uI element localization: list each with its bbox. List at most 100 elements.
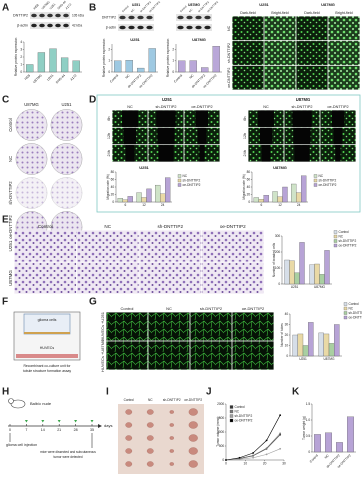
band [186, 25, 193, 30]
column-label: U251 [61, 102, 72, 107]
group-label: oe-DNTTIP2 [184, 398, 202, 402]
wound-gap [331, 110, 345, 127]
wound-gap [333, 127, 343, 145]
legend-label: Control [349, 302, 360, 306]
bar [308, 322, 314, 357]
image-cell [328, 41, 360, 65]
image-cell [76, 230, 139, 262]
tumor [188, 421, 198, 429]
tumor [125, 422, 133, 428]
x-tick-label: HEB [24, 73, 31, 80]
y-axis-label: Tumor weight (g) [302, 416, 306, 440]
wound-gap [156, 110, 176, 127]
y-tick-label: 0 [286, 354, 288, 358]
row-label: 12h [107, 133, 111, 139]
wound-gap [259, 127, 273, 145]
y-tick-label: 0.5 [306, 434, 311, 438]
legend-swatch [343, 306, 348, 311]
wound-gap [158, 145, 174, 162]
legend-label: sh-DNTTIP2 [339, 239, 357, 243]
dose-marker [74, 420, 78, 423]
bar [178, 60, 186, 73]
panel-letter: E [2, 215, 9, 226]
y-tick-label: 10 [285, 343, 289, 347]
row-label: Control [8, 118, 13, 132]
y-tick-label: 20 [285, 333, 289, 337]
legend-swatch [343, 311, 348, 315]
column-label: oe-DNTTIP2 [191, 105, 212, 109]
column-label: NC [104, 224, 111, 229]
y-tick-label: 1 [172, 59, 174, 63]
mouse-icon [10, 399, 26, 409]
x-tick-label: 20 [263, 461, 267, 465]
column-label: Control [38, 224, 53, 229]
x-tick-label: U251 [291, 285, 299, 289]
x-tick-label: Control [173, 73, 183, 83]
panel-letter: G [89, 297, 97, 308]
wound-gap [122, 110, 138, 127]
day-label: 21 [57, 428, 61, 432]
y-tick-label: 1.0 [306, 418, 311, 422]
bar [136, 192, 142, 203]
x-tick-label: A172 [69, 73, 77, 81]
row-label: sh-DNTTIP2 [8, 181, 13, 205]
image-cell [232, 312, 274, 341]
image-cell [328, 16, 360, 41]
point [238, 456, 241, 459]
y-tick-label: 100 [275, 266, 281, 270]
x-tick-label: NC [188, 73, 195, 80]
bar [189, 60, 197, 73]
end-label: tumor were detected [53, 455, 82, 459]
x-tick-label: 6 [260, 203, 262, 207]
wound-gap [292, 110, 312, 127]
bar [141, 197, 147, 203]
band [177, 25, 184, 30]
column-label: sh-DNTTIP2 [157, 224, 183, 229]
lane-label: NC [130, 8, 136, 14]
wound-gap [335, 145, 341, 162]
x-tick-label: 12 [278, 203, 282, 207]
row-label: 24h [243, 150, 247, 156]
x-tick-label: U87MG [324, 357, 336, 361]
bar [302, 345, 309, 357]
legend-swatch [343, 315, 348, 320]
x-tick-label: 10 [244, 461, 248, 465]
image-cell [232, 341, 274, 370]
row-label: 12h [243, 133, 247, 139]
lane-label: Control [121, 4, 130, 13]
lane-label: U251 [48, 2, 56, 10]
column-label: sh-DNTTIP2 [291, 105, 312, 109]
point [265, 439, 268, 442]
band [204, 25, 211, 30]
bar [294, 272, 300, 285]
cell-line-label: U251 [162, 97, 173, 102]
bar [319, 274, 325, 285]
chart-title: U251 [139, 165, 149, 170]
column-label: oe-DNTTIP2 [242, 306, 265, 311]
y-tick-label: 1 [108, 59, 110, 63]
y-tick-label: 20 [247, 192, 251, 196]
tumor [188, 447, 198, 455]
dish [50, 109, 83, 141]
bar [334, 324, 340, 357]
column-label: oe-DNTTIP2 [327, 105, 348, 109]
band [177, 15, 184, 20]
y-tick-label: 2 [108, 47, 110, 51]
point [279, 414, 282, 417]
image-cell [296, 41, 328, 65]
image-cell [190, 312, 232, 341]
dish [15, 109, 48, 141]
bar [299, 242, 305, 285]
panel-letter: H [2, 387, 9, 398]
column-label: NC [127, 105, 133, 109]
x-tick-label: NC [124, 73, 131, 80]
bar [347, 416, 354, 453]
y-tick-label: 0 [308, 450, 310, 454]
image-cell [106, 341, 148, 370]
image-cell [296, 16, 328, 41]
y-tick-label: 200 [275, 250, 281, 254]
legend-label: NC [339, 234, 344, 238]
point [265, 453, 268, 456]
column-label: Bright-field [271, 11, 288, 15]
